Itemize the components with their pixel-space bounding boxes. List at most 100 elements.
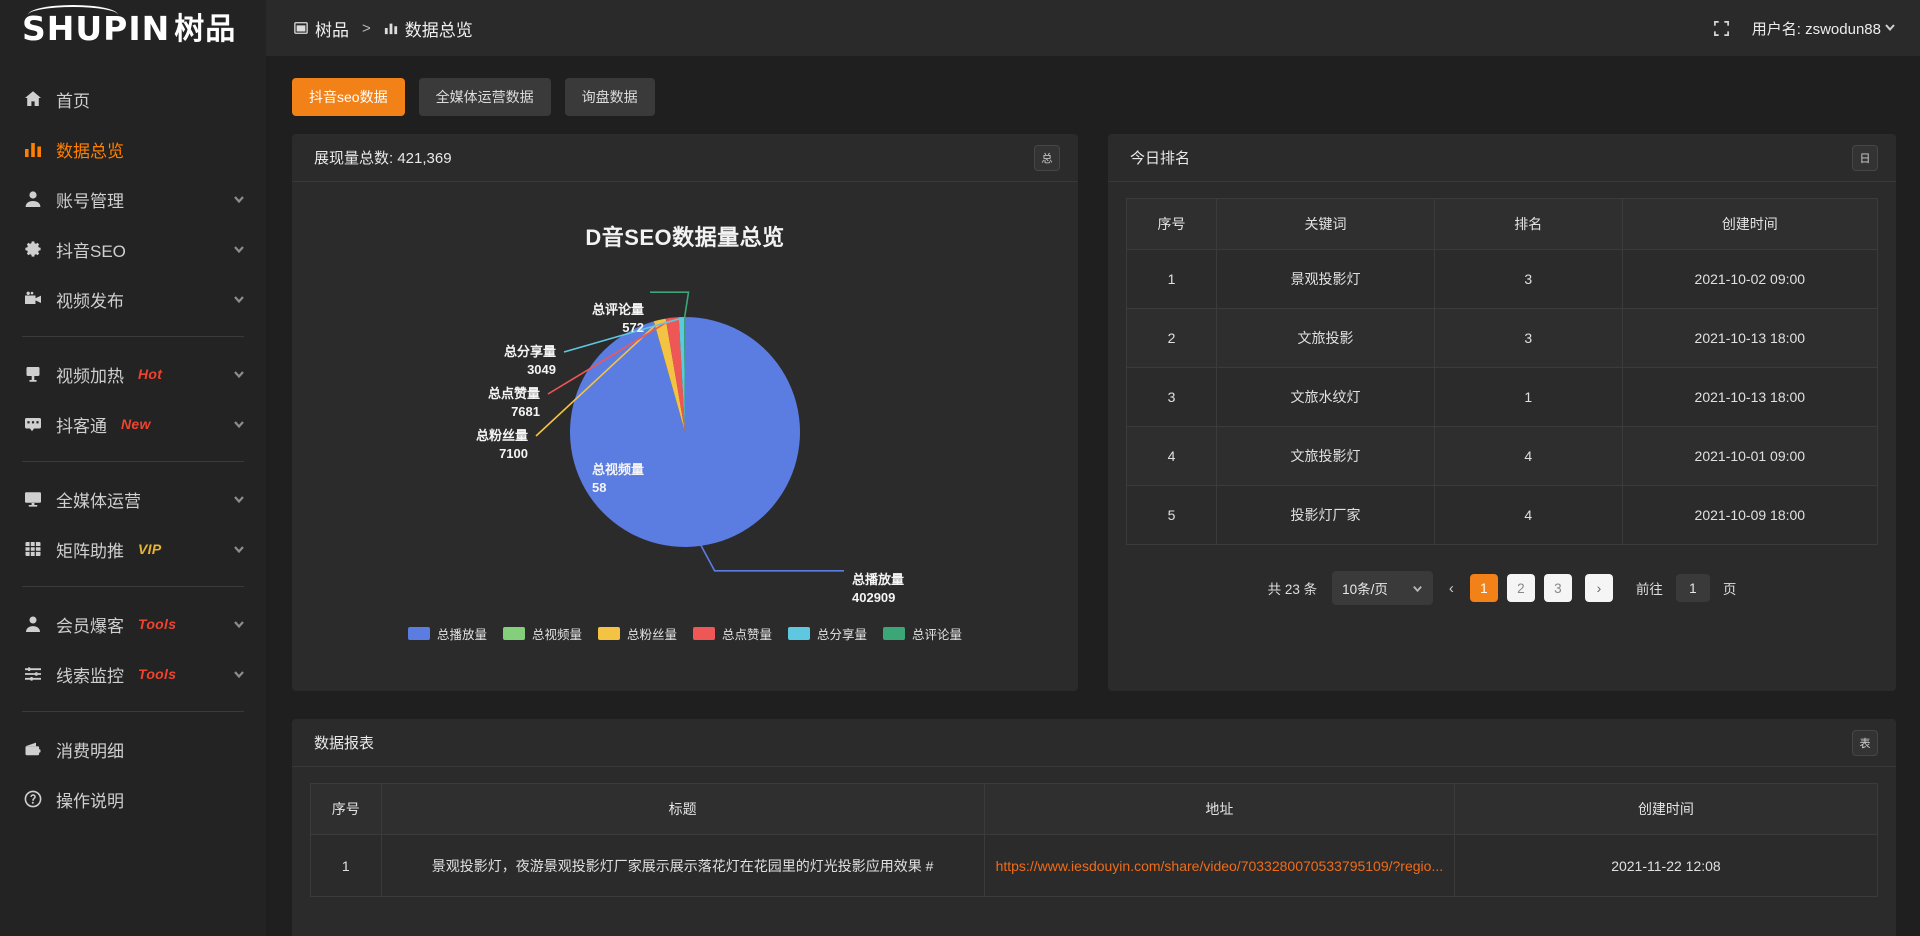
rank-cell: 2021-10-02 09:00: [1621, 249, 1879, 309]
chevron-down-icon[interactable]: [232, 542, 246, 556]
rank-card-title: 今日排名: [1130, 150, 1191, 167]
rank-cell: 2021-10-01 09:00: [1621, 426, 1879, 486]
table-row[interactable]: 4 文旅投影灯 4 2021-10-01 09:00: [1125, 426, 1879, 486]
chevron-down-icon[interactable]: [232, 417, 246, 431]
sidebar-item-11[interactable]: 线索监控 Tools: [0, 649, 266, 699]
main-area: 树品 > 数据总览 用户名: zswodun88: [266, 0, 1920, 936]
rank-cell: 文旅水纹灯: [1216, 367, 1435, 427]
monitor-icon: [22, 488, 44, 510]
legend-item-1[interactable]: 总播放量: [407, 624, 487, 643]
report-table-header-row: 序号 标题 地址 创建时间: [310, 783, 1879, 835]
pie-label-value-1: 402909: [852, 590, 895, 605]
report-url-link[interactable]: https://www.iesdouyin.com/share/video/70…: [995, 857, 1444, 874]
user-menu[interactable]: 用户名: zswodun88: [1752, 18, 1896, 39]
content-area: 抖音seo数据 全媒体运营数据 询盘数据 展现量总数: 421,369 总 D音SE…: [266, 56, 1920, 936]
chevron-down-icon[interactable]: [232, 367, 246, 381]
sidebar-item-label: 数据总览: [56, 141, 124, 161]
pie-leader-line-5: [563, 317, 682, 353]
legend-item-6[interactable]: 总评论量: [883, 624, 962, 643]
sidebar-item-2[interactable]: 数据总览: [0, 124, 266, 174]
chevron-down-icon[interactable]: [232, 192, 246, 206]
pagination-jump-input[interactable]: 1: [1675, 574, 1710, 602]
topbar: 树品 > 数据总览 用户名: zswodun88: [266, 0, 1920, 56]
pie-leader-line-3: [535, 320, 661, 437]
pie-slice-2[interactable]: [653, 321, 685, 432]
pie-label-name-1: 总播放量: [852, 572, 904, 587]
breadcrumb-item-current[interactable]: 数据总览: [384, 16, 473, 41]
chevron-down-icon: [1413, 585, 1422, 592]
sidebar-item-12[interactable]: 消费明细: [0, 724, 266, 774]
sidebar-item-8[interactable]: 全媒体运营: [0, 474, 266, 524]
chevron-down-icon[interactable]: [232, 242, 246, 256]
pagination-next-button[interactable]: ›: [1584, 574, 1613, 602]
rank-cell: 3: [1433, 249, 1623, 309]
sidebar-item-13[interactable]: 操作说明: [0, 774, 266, 824]
legend-swatch: [597, 627, 620, 640]
tab-1[interactable]: 抖音seo数据: [292, 78, 405, 116]
sidebar-item-7[interactable]: 抖客通 New: [0, 399, 266, 449]
rank-cell: 2021-10-13 18:00: [1621, 308, 1879, 368]
pagination-page-2[interactable]: 2: [1506, 574, 1535, 602]
chevron-down-icon[interactable]: [232, 667, 246, 681]
chart-card-toggle-button[interactable]: 总: [1034, 144, 1060, 171]
sidebar-item-5[interactable]: 视频发布: [0, 274, 266, 324]
sidebar-item-1[interactable]: 首页: [0, 74, 266, 124]
report-col-4: 创建时间: [1453, 783, 1879, 835]
table-row[interactable]: 5 投影灯厂家 4 2021-10-09 18:00: [1125, 485, 1879, 545]
pie-slice-4[interactable]: [665, 317, 685, 432]
legend-item-3[interactable]: 总粉丝量: [597, 624, 677, 643]
chart-title: D音SEO数据量总览: [585, 225, 785, 250]
sidebar-item-tag: VIP: [138, 541, 162, 557]
rank-col-3: 排名: [1433, 198, 1623, 250]
sidebar-item-label: 抖音SEO: [56, 241, 126, 261]
breadcrumb-item-root[interactable]: 树品: [294, 16, 349, 41]
legend-item-4[interactable]: 总点赞量: [693, 624, 772, 643]
pie-slice-3[interactable]: [653, 318, 685, 432]
pagination-page-3[interactable]: 3: [1543, 574, 1572, 602]
chevron-down-icon[interactable]: [232, 292, 246, 306]
sidebar-item-4[interactable]: 抖音SEO: [0, 224, 266, 274]
rank-cell: 2: [1125, 308, 1218, 368]
fullscreen-icon[interactable]: [1713, 20, 1730, 37]
report-col-1: 序号: [310, 783, 382, 835]
table-row[interactable]: 3 文旅水纹灯 1 2021-10-13 18:00: [1125, 367, 1879, 427]
pie-slice-5[interactable]: [678, 317, 685, 432]
brand-logo[interactable]: SHUPIN 树品: [0, 0, 266, 56]
legend-label: 总点赞量: [722, 628, 773, 642]
rank-cell: 文旅投影: [1216, 308, 1435, 368]
pagination-jump-label: 前往: [1635, 582, 1663, 597]
tab-2[interactable]: 全媒体运营数据: [418, 78, 551, 116]
chevron-down-icon[interactable]: [232, 492, 246, 506]
pie-chart[interactable]: 总播放量 402909 总视频量 58 总粉丝量 7100 总点赞量 7681 总分享量 3049…: [292, 252, 1078, 618]
legend-item-5[interactable]: 总分享量: [788, 624, 867, 643]
sidebar-item-3[interactable]: 账号管理: [0, 174, 266, 224]
gear-icon: [22, 238, 44, 260]
table-row[interactable]: 1 景观投影灯 3 2021-10-02 09:00: [1125, 249, 1879, 309]
pie-slice-1[interactable]: [570, 317, 800, 548]
pie-leader-line-4: [547, 318, 673, 395]
legend-item-2[interactable]: 总视频量: [502, 624, 582, 643]
table-row[interactable]: 1 景观投影灯，夜游景观投影灯厂家展示展示落花灯在花园里的灯光投影应用效果 # ht…: [310, 834, 1879, 897]
sidebar-item-10[interactable]: 会员爆客 Tools: [0, 599, 266, 649]
sidebar-item-label: 线索监控: [56, 666, 124, 686]
page-size-select[interactable]: 10条/页: [1332, 571, 1433, 605]
sidebar-item-9[interactable]: 矩阵助推 VIP: [0, 524, 266, 574]
rank-table-wrap: 序号 关键词 排名 创建时间 1 景观投影灯 3 2021-10-02 09:00 2 文旅投影…: [1108, 182, 1896, 545]
home-icon: [22, 88, 44, 110]
pagination-prev-button[interactable]: ‹: [1448, 579, 1454, 597]
table-row[interactable]: 2 文旅投影 3 2021-10-13 18:00: [1125, 308, 1879, 368]
chevron-down-icon[interactable]: [232, 617, 246, 631]
pagination-page-1[interactable]: 1: [1469, 574, 1498, 602]
tab-3[interactable]: 询盘数据: [564, 78, 655, 116]
tab-bar: 抖音seo数据 全媒体运营数据 询盘数据: [292, 56, 1896, 134]
report-card-toggle-button[interactable]: 表: [1852, 729, 1878, 756]
pie-label-value-6: 572: [622, 320, 644, 335]
sidebar-item-6[interactable]: 视频加热 Hot: [0, 349, 266, 399]
sidebar-item-label: 矩阵助推: [56, 541, 124, 561]
legend-label: 总粉丝量: [626, 628, 677, 642]
rank-card-toggle-button[interactable]: 日: [1852, 144, 1878, 171]
sidebar-divider: [22, 711, 244, 712]
fire-icon: [22, 363, 44, 385]
rank-cell: 1: [1125, 249, 1218, 309]
